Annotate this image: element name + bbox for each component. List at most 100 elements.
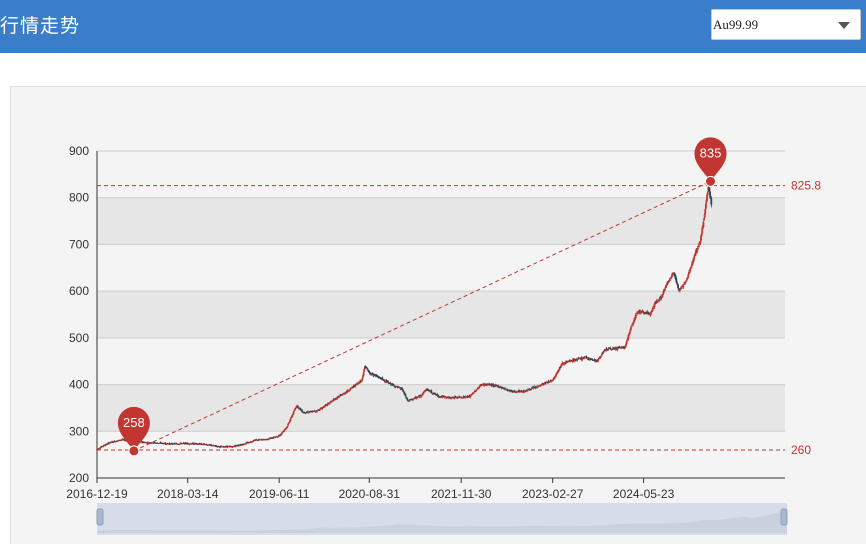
pin-label: 258	[123, 415, 145, 430]
candle-body	[567, 361, 570, 362]
candle-body	[329, 402, 332, 403]
candle-body	[624, 345, 627, 348]
candle-body	[377, 376, 380, 378]
candle-body	[561, 363, 563, 366]
candle-body	[235, 445, 238, 447]
chevron-down-icon[interactable]	[838, 22, 850, 29]
candle-body	[389, 383, 392, 385]
candle-body	[369, 372, 372, 375]
data-zoom-handle[interactable]	[780, 508, 788, 526]
candle-body	[427, 389, 430, 392]
candle-body	[602, 350, 605, 353]
candle-body	[322, 407, 325, 408]
candle-body	[577, 358, 580, 360]
candle-body	[292, 413, 294, 416]
data-zoom-handle[interactable]	[96, 508, 104, 526]
pin-shape	[694, 137, 727, 182]
candle-body	[292, 411, 295, 415]
page-title: 行情走势	[0, 15, 81, 37]
candle-body	[351, 387, 354, 389]
candle-body	[676, 283, 679, 285]
candle-body	[272, 436, 275, 439]
candle-body	[277, 435, 280, 437]
candle-body	[296, 405, 299, 408]
candle-body	[630, 326, 633, 328]
candle-body	[226, 445, 228, 447]
candle-body	[452, 396, 455, 399]
y-tick-label: 800	[69, 191, 89, 205]
candle-body	[363, 368, 366, 372]
candle-body	[474, 391, 477, 392]
candle-body	[626, 339, 629, 341]
candle-body	[524, 391, 526, 393]
contract-select[interactable]: Au99.99	[711, 9, 861, 40]
candle-body	[334, 398, 337, 400]
candle-body	[338, 396, 341, 397]
candle-body	[366, 368, 369, 370]
candle-body	[455, 397, 458, 398]
candle-body	[315, 411, 318, 413]
candle-body	[169, 443, 172, 445]
candle-body	[612, 347, 615, 349]
candle-body	[450, 398, 453, 400]
candle-body	[454, 396, 456, 398]
candle-body	[351, 386, 354, 388]
candle-body	[709, 196, 712, 199]
candle-body	[555, 372, 558, 375]
candle-body	[388, 382, 390, 384]
candle-body	[397, 386, 400, 388]
x-tick-label: 2019-06-11	[249, 487, 310, 501]
candle-body	[403, 393, 406, 394]
candle-body	[513, 391, 516, 392]
candle-body	[276, 436, 279, 438]
candle-body	[284, 429, 286, 430]
candle-body	[233, 446, 236, 448]
candle-body	[475, 389, 478, 391]
candle-body	[671, 274, 673, 277]
candle-body	[267, 438, 270, 440]
candle-body	[688, 271, 691, 273]
candle-body	[674, 275, 677, 279]
candle-body	[551, 380, 554, 381]
candle-body	[318, 409, 321, 411]
candle-body	[151, 442, 153, 444]
candle-body	[330, 401, 332, 403]
candle-body	[386, 380, 389, 383]
candle-body	[530, 388, 533, 390]
candle-body	[606, 349, 609, 351]
candle-body	[287, 424, 289, 426]
candle-body	[667, 281, 670, 282]
candle-body	[557, 369, 560, 373]
candle-body	[664, 287, 667, 289]
candle-body	[570, 360, 573, 362]
candle-body	[638, 310, 641, 312]
candle-body	[547, 381, 550, 383]
candle-body	[496, 385, 499, 387]
candle-body	[361, 377, 364, 380]
candle-body	[629, 327, 632, 331]
candle-body	[658, 298, 661, 302]
candle-body	[230, 446, 233, 448]
candle-body	[214, 445, 217, 446]
candle-body	[231, 446, 234, 448]
candle-body	[681, 285, 684, 288]
candle-body	[185, 443, 188, 445]
pin-marker: 835	[694, 137, 727, 187]
candle-body	[147, 442, 150, 444]
candle-body	[545, 382, 548, 384]
candle-body	[668, 280, 670, 282]
candle-body	[643, 312, 646, 313]
candle-body	[198, 443, 201, 445]
candle-body	[200, 443, 203, 445]
candle-body	[600, 353, 603, 356]
candle-body	[669, 278, 672, 279]
candlestick-series	[96, 185, 713, 450]
candle-body	[651, 309, 653, 312]
candle-body	[616, 347, 619, 350]
candle-body	[252, 441, 254, 443]
candle-body	[451, 397, 453, 399]
candle-body	[339, 395, 341, 397]
candle-body	[610, 349, 612, 350]
y-tick-label: 400	[69, 378, 89, 392]
candle-body	[409, 399, 412, 401]
